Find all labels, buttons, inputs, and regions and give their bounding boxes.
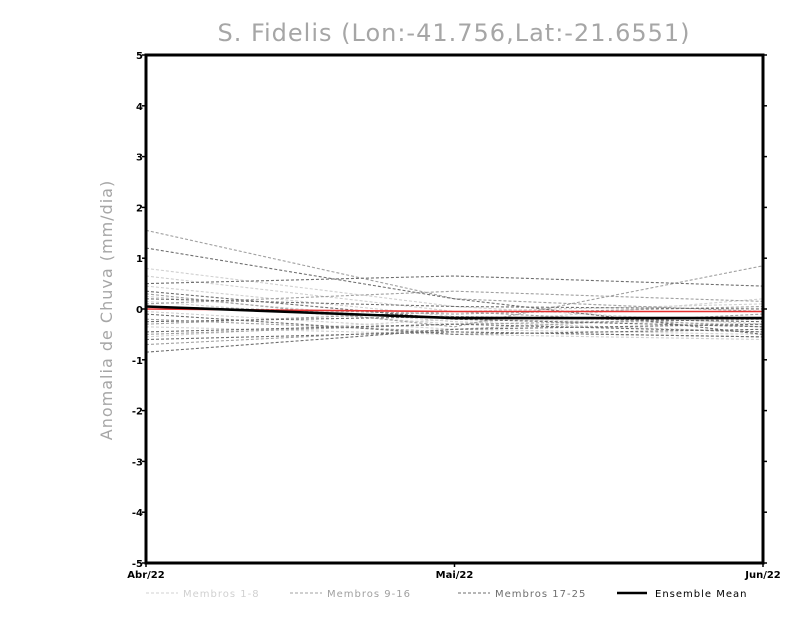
member-line-4 — [145, 295, 764, 333]
member-line-20 — [145, 298, 764, 310]
member-line-1 — [145, 267, 764, 325]
y-tick-label: -1 — [132, 356, 143, 367]
y-tick-label: -4 — [132, 508, 143, 519]
member-line-3 — [145, 285, 764, 320]
member-line-24 — [145, 331, 764, 341]
y-tick-label: 2 — [136, 203, 143, 214]
chart-title: S. Fidelis (Lon:-41.756,Lat:-21.6551) — [217, 19, 690, 47]
legend-label-members-1-8: Membros 1-8 — [183, 589, 260, 600]
member-line-16 — [145, 313, 764, 346]
ensemble-mean-line — [145, 305, 763, 320]
member-line-8 — [145, 318, 764, 338]
member-line-25 — [145, 323, 764, 353]
member-line-19 — [145, 290, 764, 328]
y-tick-label: 4 — [136, 102, 143, 113]
member-line-10 — [145, 265, 764, 328]
series-layer — [145, 229, 764, 353]
y-tick-label: 5 — [136, 51, 143, 62]
y-tick-label: -3 — [132, 457, 143, 468]
member-line-11 — [145, 290, 764, 305]
member-line-15 — [145, 318, 764, 335]
member-line-22 — [145, 316, 764, 323]
y-tick-label: -2 — [132, 407, 143, 418]
y-tick-label: -5 — [132, 559, 143, 570]
y-tick-label: 0 — [136, 305, 143, 316]
member-line-13 — [145, 318, 764, 338]
x-tick-label: Abr/22 — [127, 570, 164, 581]
legend-label-members-17-25: Membros 17-25 — [495, 589, 586, 600]
y-axis-label: Anomalia de Chuva (mm/dia) — [97, 180, 116, 440]
y-tick-label: 3 — [136, 153, 143, 164]
member-line-18 — [145, 275, 764, 287]
x-tick-label: Jun/22 — [744, 570, 781, 581]
x-tick-label: Mai/22 — [436, 570, 474, 581]
legend-label-members-9-16: Membros 9-16 — [327, 589, 411, 600]
y-tick-label: 1 — [136, 254, 143, 265]
member-line-17 — [145, 247, 764, 335]
member-line-23 — [145, 323, 764, 333]
legend-label-ensemble-mean: Ensemble Mean — [655, 589, 747, 600]
legend: Membros 1-8 Membros 9-16 Membros 17-25 Ense… — [146, 589, 747, 600]
